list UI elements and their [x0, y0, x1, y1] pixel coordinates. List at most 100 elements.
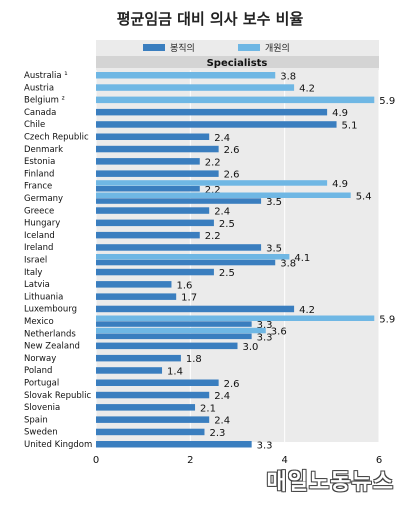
- bar-value-label: 2.4: [214, 391, 230, 402]
- bar: [96, 342, 238, 350]
- bar-value-label: 3.8: [280, 71, 296, 82]
- bar-value-label: 2.5: [219, 219, 235, 230]
- subtitle-band: [96, 56, 379, 68]
- bar: [96, 416, 210, 423]
- bar: [96, 259, 276, 266]
- category-label: Poland: [24, 366, 52, 376]
- bar: [96, 198, 262, 204]
- bar: [96, 321, 252, 327]
- bar-value-label: 3.5: [266, 197, 282, 208]
- bar-value-label: 4.9: [332, 108, 348, 119]
- bar: [96, 305, 295, 313]
- bar: [96, 315, 375, 321]
- category-label: Hungary: [24, 219, 60, 229]
- bar: [96, 428, 205, 436]
- bar-value-label: 3.5: [266, 243, 282, 254]
- bar: [96, 219, 214, 227]
- bar: [96, 96, 375, 104]
- bar-value-label: 2.6: [224, 145, 240, 156]
- bar: [96, 207, 210, 214]
- category-labels: Australia ¹ Austria Belgium ² Canada Chile Cz…: [24, 71, 92, 450]
- bar: [96, 158, 200, 165]
- bar: [96, 268, 214, 276]
- category-label: Latvia: [24, 280, 50, 290]
- bar-value-label: 5.9: [379, 314, 395, 325]
- bar: [96, 244, 262, 251]
- legend: 봉직의 개원의: [143, 43, 290, 54]
- category-label: Sweden: [24, 428, 58, 438]
- bar-value-label: 2.1: [200, 403, 216, 414]
- bars: 3.84.25.94.95.12.42.62.22.64.92.25.43.52…: [96, 71, 395, 451]
- watermark: 매일노동뉴스: [266, 470, 394, 495]
- bar-value-label: 2.4: [214, 133, 230, 144]
- bar-value-label: 2.6: [224, 170, 240, 181]
- bar: [96, 379, 219, 386]
- bar-value-label: 1.6: [176, 280, 192, 291]
- bar-value-label: 3.3: [257, 332, 273, 343]
- legend-swatch: [238, 44, 260, 51]
- category-label: New Zealand: [24, 342, 80, 352]
- legend-label: 봉직의: [170, 43, 195, 54]
- bar: [96, 133, 210, 140]
- bar-value-label: 2.6: [224, 379, 240, 390]
- category-label: Australia ¹: [24, 71, 68, 81]
- category-label: United Kingdom: [24, 440, 92, 450]
- legend-swatch: [143, 44, 165, 51]
- bar: [96, 441, 252, 448]
- bar: [96, 186, 200, 192]
- bar-value-label: 2.5: [219, 268, 235, 279]
- bar: [96, 108, 328, 116]
- bar-value-label: 5.9: [379, 96, 395, 107]
- bar: [96, 180, 328, 186]
- legend-label: 개원의: [265, 43, 290, 54]
- chart-title: 평균임금 대비 의사 보수 비율: [117, 10, 304, 28]
- bar: [96, 121, 337, 128]
- bar: [96, 72, 276, 79]
- bar-value-label: 1.7: [181, 293, 197, 304]
- category-label: Iceland: [24, 231, 55, 241]
- chart-subtitle: Specialists: [207, 58, 268, 69]
- bar-value-label: 1.8: [186, 354, 202, 365]
- bar-value-label: 4.2: [299, 305, 315, 316]
- bar-value-label: 2.2: [205, 231, 221, 242]
- category-label: Netherlands: [24, 329, 76, 339]
- bar-value-label: 2.4: [214, 416, 230, 427]
- bar-value-label: 1.4: [167, 366, 183, 377]
- bar-value-label: 4.1: [294, 253, 310, 264]
- bar: [96, 145, 219, 153]
- bar: [96, 254, 290, 260]
- category-label: Denmark: [24, 145, 63, 155]
- bar-value-label: 3.8: [280, 259, 296, 270]
- bar: [96, 231, 200, 239]
- category-label: France: [24, 182, 52, 192]
- category-label: Israel: [24, 256, 47, 266]
- category-label: Spain: [24, 415, 48, 425]
- bar: [96, 354, 181, 362]
- bar-value-label: 3.0: [243, 342, 259, 353]
- category-label: Canada: [24, 108, 56, 118]
- bar: [96, 192, 351, 198]
- category-label: Greece: [24, 206, 54, 216]
- bar: [96, 170, 219, 177]
- bar-value-label: 3.6: [271, 327, 287, 338]
- bar-value-label: 3.3: [257, 440, 273, 451]
- category-label: Slovak Republic: [24, 391, 91, 401]
- x-tick-label: 4: [281, 455, 287, 466]
- bar: [96, 293, 177, 300]
- bar-value-label: 4.2: [299, 84, 315, 95]
- bar-value-label: 5.1: [342, 120, 358, 131]
- category-label: Czech Republic: [24, 133, 89, 143]
- category-label: Estonia: [24, 157, 55, 167]
- plot-background: [96, 40, 379, 442]
- x-axis-ticks: 0 2 4 6: [93, 455, 382, 466]
- bar-value-label: 2.3: [209, 428, 225, 439]
- bar-value-label: 2.2: [205, 185, 221, 196]
- bar: [96, 333, 252, 340]
- category-label: Luxembourg: [24, 305, 77, 315]
- bar: [96, 84, 295, 91]
- category-label: Finland: [24, 169, 54, 179]
- bar: [96, 367, 163, 374]
- x-tick-label: 2: [187, 455, 193, 466]
- bar: [96, 391, 210, 399]
